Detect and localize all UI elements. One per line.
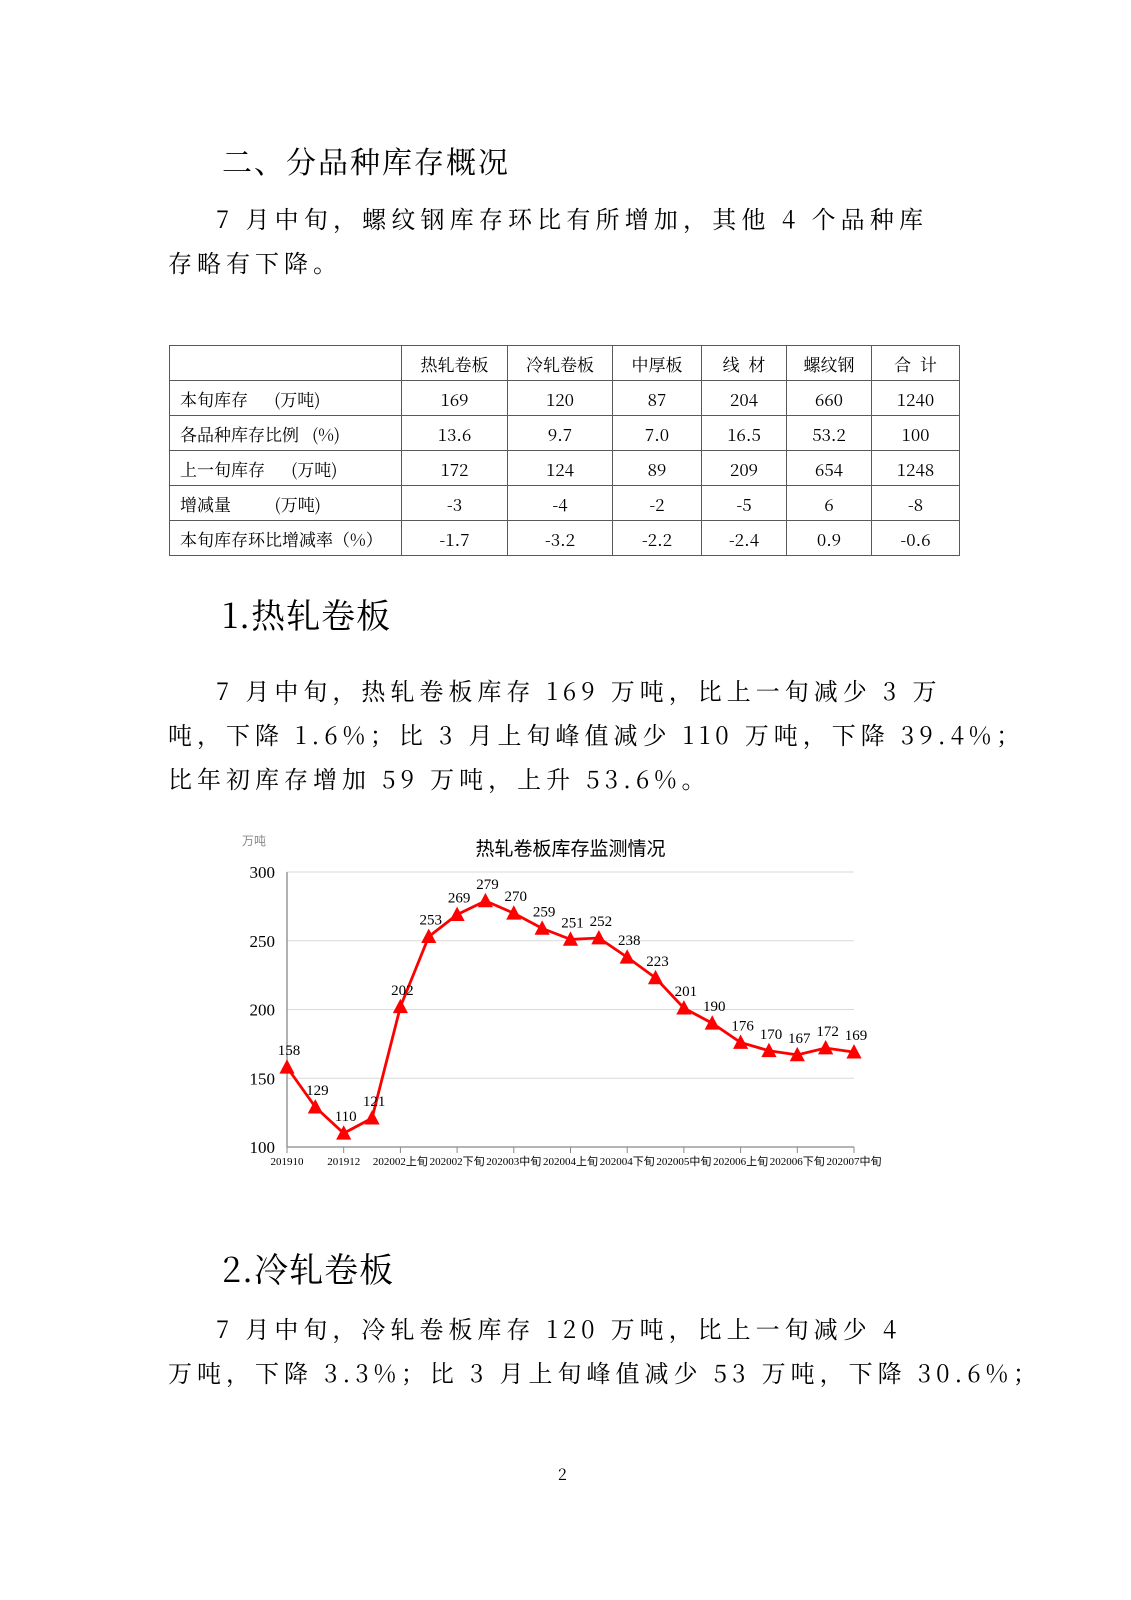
svg-text:202006上旬: 202006上旬 [713,1155,768,1168]
svg-text:150: 150 [250,1069,276,1088]
svg-text:201910: 201910 [271,1156,305,1168]
svg-text:121: 121 [363,1094,386,1110]
svg-text:300: 300 [250,863,276,882]
svg-text:202002上旬: 202002上旬 [373,1155,428,1168]
svg-text:238: 238 [618,933,641,949]
svg-text:172: 172 [816,1024,839,1040]
svg-text:269: 269 [448,891,471,907]
svg-text:167: 167 [788,1031,811,1047]
svg-text:259: 259 [533,904,556,920]
svg-text:253: 253 [420,913,443,929]
svg-text:100: 100 [250,1138,276,1157]
svg-text:202004上旬: 202004上旬 [543,1155,598,1168]
svg-text:202006下旬: 202006下旬 [770,1155,825,1168]
svg-text:202004下旬: 202004下旬 [600,1155,655,1168]
svg-text:250: 250 [250,932,276,951]
svg-text:热轧卷板库存监测情况: 热轧卷板库存监测情况 [475,838,665,860]
svg-text:202: 202 [391,983,414,999]
svg-text:251: 251 [561,915,584,931]
svg-text:202002下旬: 202002下旬 [430,1155,485,1168]
svg-text:202003中旬: 202003中旬 [486,1155,541,1168]
svg-text:129: 129 [306,1083,329,1099]
svg-text:万吨: 万吨 [242,834,266,848]
svg-text:176: 176 [731,1019,754,1035]
svg-text:110: 110 [335,1109,357,1125]
svg-text:170: 170 [760,1027,783,1043]
svg-text:202005中旬: 202005中旬 [656,1155,711,1168]
svg-text:202007中旬: 202007中旬 [827,1155,882,1168]
svg-text:169: 169 [845,1028,868,1044]
svg-text:270: 270 [505,889,528,905]
svg-text:200: 200 [250,1001,276,1020]
svg-text:201912: 201912 [327,1156,360,1168]
svg-text:279: 279 [476,877,499,893]
svg-text:252: 252 [590,914,613,930]
svg-text:223: 223 [646,954,669,970]
svg-text:158: 158 [278,1043,301,1059]
svg-text:201: 201 [675,984,698,1000]
svg-text:190: 190 [703,999,726,1015]
